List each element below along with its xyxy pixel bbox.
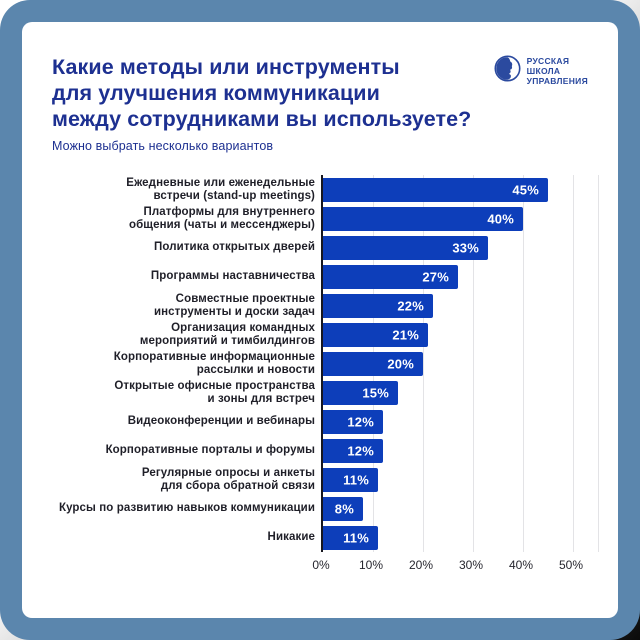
bar: 22% [323,293,433,318]
logo-face-icon [494,55,521,87]
bar: 21% [323,322,428,347]
bar-row: 12% [323,407,602,436]
bar-row: 22% [323,291,602,320]
logo-text-line: ШКОЛА [526,66,561,76]
gridline [523,175,524,552]
category-label: Открытые офисные пространства и зоны для… [114,379,315,405]
bar-value-label: 8% [334,501,354,516]
x-axis-tick: 50% [558,558,584,572]
bar-row: 20% [323,349,602,378]
bar-value-label: 27% [422,269,449,284]
category-label: Программы наставничества [150,270,315,282]
gridline [573,175,574,552]
bar-value-label: 15% [362,385,389,400]
category-label: Совместные проектные инструменты и доски… [153,292,315,318]
bar: 15% [323,380,398,405]
bar-row: 8% [323,494,602,523]
category-label: Курсы по развитию навыков коммуникации [58,502,315,514]
category-label: Видеоконференции и вебинары [127,415,315,427]
bar-value-label: 11% [343,530,369,545]
logo-text-line: РУССКАЯ [526,56,570,66]
logo-text-line: УПРАВЛЕНИЯ [526,76,588,86]
bar-row: 11% [323,465,602,494]
bar-row: 21% [323,320,602,349]
bar-value-label: 12% [347,414,374,429]
bar: 33% [323,235,488,260]
title-line: между сотрудниками вы используете? [52,107,472,131]
bar: 11% [323,467,378,492]
bar-value-label: 33% [452,240,479,255]
bar: 20% [323,351,423,376]
subtitle: Можно выбрать несколько вариантов [52,139,274,153]
title-line: Какие методы или инструменты [52,55,400,79]
bars: 45% 40% 33% 27% 22% 21% 20% 15% 12% 12% 11% 8% 11% [323,175,602,552]
bar-value-label: 21% [392,327,419,342]
category-label: Никакие [267,531,315,543]
bar: 40% [323,206,523,231]
bar-value-label: 40% [487,211,514,226]
bar-row: 12% [323,436,602,465]
bar-value-label: 45% [512,182,539,197]
plot-area: 45% 40% 33% 27% 22% 21% 20% 15% 12% 12% 11% 8% 11% [321,175,602,552]
bar-value-label: 12% [347,443,374,458]
bar: 45% [323,177,548,202]
bar-row: 33% [323,233,602,262]
bar: 12% [323,409,383,434]
bar: 11% [323,525,378,550]
x-axis-tick: 40% [508,558,534,572]
chart-body: Ежедневные или еженедельные встречи (sta… [52,175,618,552]
bar-row: 40% [323,204,602,233]
category-labels: Ежедневные или еженедельные встречи (sta… [52,175,315,552]
bar-chart: Ежедневные или еженедельные встречи (sta… [52,175,618,578]
category-label: Корпоративные информационные рассылки и … [113,350,315,376]
bar-value-label: 20% [387,356,414,371]
category-label: Корпоративные порталы и форумы [105,444,315,456]
gridline [423,175,424,552]
page-title: Какие методы или инструменты для улучшен… [52,54,588,132]
category-label: Политика открытых дверей [154,241,315,253]
bar-row: 11% [323,523,602,552]
category-label: Ежедневные или еженедельные встречи (sta… [126,176,315,202]
card: Какие методы или инструменты для улучшен… [22,22,618,618]
header: Какие методы или инструменты для улучшен… [22,22,618,153]
category-label: Организация командных мероприятий и тимб… [139,321,315,347]
x-axis-tick: 0% [312,558,330,572]
bar: 12% [323,438,383,463]
bar-value-label: 11% [343,472,369,487]
x-axis-tick: 10% [358,558,384,572]
category-label: Платформы для внутреннего общения (чаты … [128,205,315,231]
title-line: для улучшения коммуникации [52,81,380,105]
gridline [473,175,474,552]
bar: 8% [323,496,363,521]
bar: 27% [323,264,458,289]
bar-row: 15% [323,378,602,407]
logo: РУССКАЯ ШКОЛА УПРАВЛЕНИЯ [494,55,588,87]
bar-value-label: 22% [397,298,424,313]
x-axis-tick: 20% [408,558,434,572]
x-axis-tick: 30% [458,558,484,572]
x-axis: 0% 10% 20% 30% 40% 50% [312,558,618,578]
bar-row: 45% [323,175,602,204]
bar-row: 27% [323,262,602,291]
gridline [598,175,599,552]
logo-text: РУССКАЯ ШКОЛА УПРАВЛЕНИЯ [527,56,588,86]
category-label: Регулярные опросы и анкеты для сбора обр… [141,466,315,492]
